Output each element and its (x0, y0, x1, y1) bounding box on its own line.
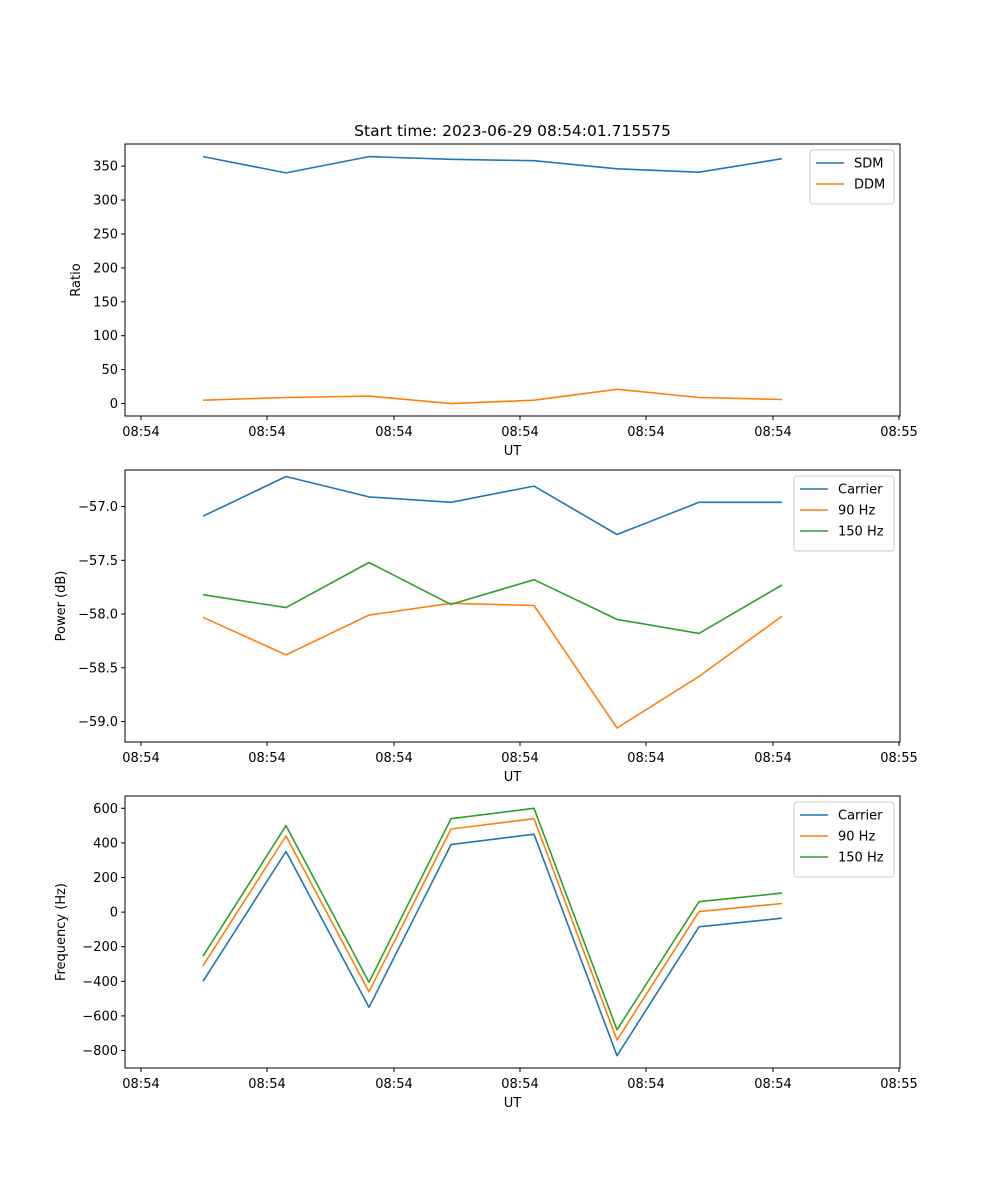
legend-label: SDM (854, 157, 883, 172)
x-tick-label: 08:54 (248, 751, 285, 766)
x-tick-label: 08:55 (880, 425, 917, 440)
y-tick-label: 150 (93, 295, 118, 310)
figure-title: Start time: 2023-06-29 08:54:01.715575 (354, 122, 671, 140)
y-tick-label: 300 (93, 194, 118, 209)
axes-frame (124, 795, 901, 1069)
legend-box (793, 801, 895, 878)
y-tick-label: 600 (93, 802, 118, 817)
x-tick-label: 08:54 (627, 425, 664, 440)
series-line-carrier (202, 475, 782, 536)
y-tick-label: −57.5 (78, 554, 118, 569)
y-tick-label: 200 (93, 261, 118, 276)
x-tick-label: 08:54 (122, 425, 159, 440)
x-tick-label: 08:54 (248, 425, 285, 440)
x-tick-label: 08:54 (754, 425, 791, 440)
y-tick-label: −600 (82, 1009, 118, 1024)
x-axis-label: UT (504, 1096, 522, 1111)
y-tick-label: 400 (93, 836, 118, 851)
x-tick-label: 08:55 (880, 751, 917, 766)
y-tick-label: −800 (82, 1044, 118, 1059)
legend-label: DDM (854, 178, 885, 193)
series-line-sdm (202, 155, 783, 174)
x-tick-label: 08:54 (122, 1077, 159, 1092)
series-line-ddm (202, 388, 783, 405)
legend-label: 150 Hz (838, 525, 884, 540)
legend-label: 90 Hz (838, 504, 875, 519)
axes-frame (124, 143, 901, 417)
series-line-90-hz (202, 602, 783, 729)
subplot-bottom: −800 −600 −400 −200 0 200 400 600 08:54 08:54 08:5… (54, 795, 918, 1111)
x-tick-label: 08:55 (880, 1077, 917, 1092)
series-line-150-hz (202, 561, 783, 635)
y-tick-label: −58.5 (78, 661, 118, 676)
y-axis-label: Power (dB) (54, 571, 69, 642)
x-tick-label: 08:54 (122, 751, 159, 766)
y-tick-label: −57.0 (78, 500, 118, 515)
legend: Carrier 90 Hz 150 Hz (793, 475, 895, 552)
x-tick-label: 08:54 (501, 425, 538, 440)
y-tick-label: 50 (101, 363, 118, 378)
x-tick-label: 08:54 (375, 751, 412, 766)
x-tick-label: 08:54 (754, 751, 791, 766)
x-tick-label: 08:54 (754, 1077, 791, 1092)
x-tick-label: 08:54 (627, 751, 664, 766)
y-tick-label: 200 (93, 871, 118, 886)
y-tick-label: 0 (110, 397, 118, 412)
x-tick-label: 08:54 (375, 425, 412, 440)
x-tick-label: 08:54 (375, 1077, 412, 1092)
legend-box (793, 475, 895, 552)
x-axis-label: UT (504, 444, 522, 459)
y-tick-label: 0 (110, 906, 118, 921)
legend-label: 150 Hz (838, 851, 884, 866)
subplot-top: 0 50 100 150 200 250 300 350 08:54 08:54 08:54 08:5… (69, 143, 918, 459)
y-tick-label: −58.0 (78, 608, 118, 623)
y-tick-label: 350 (93, 160, 118, 175)
y-tick-label: 100 (93, 329, 118, 344)
x-tick-label: 08:54 (501, 751, 538, 766)
legend: SDM DDM (809, 149, 895, 205)
y-axis-label: Frequency (Hz) (54, 883, 69, 981)
y-tick-label: −200 (82, 940, 118, 955)
y-axis-label: Ratio (69, 263, 84, 296)
series-line-carrier (202, 833, 783, 1057)
series-line-90-hz (202, 817, 783, 1041)
x-tick-label: 08:54 (248, 1077, 285, 1092)
legend-label: 90 Hz (838, 830, 875, 845)
subplot-middle: −57.0 −57.5 −58.0 −58.5 −59.0 08:54 08:54 08:54… (54, 469, 918, 785)
x-axis-label: UT (504, 770, 522, 785)
legend-label: Carrier (838, 809, 883, 824)
y-tick-label: −400 (82, 975, 118, 990)
y-tick-label: −59.0 (78, 715, 118, 730)
series-line-150-hz (202, 807, 783, 1031)
legend-label: Carrier (838, 483, 883, 498)
y-tick-label: 250 (93, 227, 118, 242)
x-tick-label: 08:54 (501, 1077, 538, 1092)
x-tick-label: 08:54 (627, 1077, 664, 1092)
axes-frame (124, 469, 901, 743)
legend: Carrier 90 Hz 150 Hz (793, 801, 895, 878)
